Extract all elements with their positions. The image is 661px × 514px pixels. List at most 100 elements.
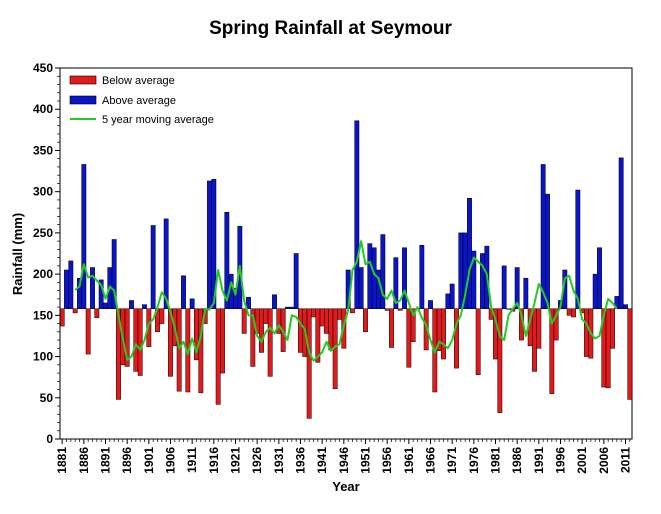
- bar-1960: [402, 247, 407, 309]
- legend-label-average: 5 year moving average: [102, 114, 214, 126]
- bar-1935: [293, 253, 299, 309]
- moving-average-line: [74, 240, 618, 362]
- x-tick-label-1906: 1906: [164, 447, 178, 474]
- legend-swatch-above: [69, 95, 97, 105]
- y-tick-label-200: 200: [33, 267, 53, 281]
- bar-1898: [133, 308, 139, 372]
- y-tick-label-350: 350: [33, 143, 53, 157]
- bar-1915: [207, 180, 212, 309]
- x-tick-label-1911: 1911: [185, 447, 199, 473]
- bar-1966: [428, 300, 433, 309]
- bar-1904: [159, 308, 165, 324]
- bar-1992: [540, 164, 546, 309]
- legend: Below average Above average 5 year movin…: [69, 75, 214, 126]
- bar-1881: [59, 308, 65, 327]
- bar-1991: [536, 308, 542, 349]
- bar-1961: [406, 308, 412, 368]
- bar-1909: [181, 275, 186, 309]
- bar-1888: [90, 267, 95, 309]
- y-tick-label-100: 100: [33, 350, 53, 364]
- x-tick-label-1951: 1951: [359, 447, 373, 474]
- bar-1917: [215, 308, 221, 405]
- bar-1984: [506, 308, 511, 310]
- y-tick-label-150: 150: [33, 308, 53, 322]
- y-tick-label-0: 0: [46, 432, 53, 446]
- bar-1990: [532, 308, 537, 372]
- bar-1884: [72, 308, 78, 314]
- bar-1900: [142, 304, 147, 309]
- bar-1951: [363, 308, 368, 333]
- legend-label-below: Below average: [102, 75, 175, 87]
- x-tick-label-1986: 1986: [510, 447, 524, 474]
- x-tick-label-1931: 1931: [272, 447, 286, 474]
- bar-1982: [497, 308, 503, 413]
- bar-2002: [584, 308, 589, 357]
- bar-1919: [224, 212, 230, 309]
- bar-1955: [380, 234, 386, 309]
- bar-1993: [545, 193, 550, 309]
- bar-1882: [64, 269, 69, 309]
- bar-1929: [267, 308, 273, 377]
- bar-1964: [419, 245, 425, 309]
- x-tick-label-1916: 1916: [207, 447, 221, 474]
- y-tick-label-50: 50: [40, 391, 54, 405]
- bar-1939: [311, 308, 316, 318]
- bar-2012: [627, 308, 633, 400]
- bar-1952: [367, 243, 373, 309]
- bar-1889: [94, 308, 100, 319]
- bar-1927: [259, 308, 264, 353]
- y-ticks-group: 0 50 100 150 200 250 300 350 400 450: [33, 61, 60, 446]
- bar-1901: [146, 308, 152, 347]
- x-tick-label-1991: 1991: [532, 447, 546, 474]
- bar-1897: [129, 300, 134, 309]
- bar-1902: [150, 225, 156, 309]
- x-tick-label-1966: 1966: [424, 447, 438, 474]
- bar-1969: [441, 308, 446, 360]
- x-tick-label-1946: 1946: [337, 447, 351, 474]
- bar-1908: [176, 308, 182, 392]
- y-tick-label-300: 300: [33, 185, 53, 199]
- bar-1999: [571, 308, 576, 318]
- bar-1923: [241, 308, 247, 334]
- bar-2010: [618, 157, 624, 309]
- bar-1971: [449, 283, 455, 309]
- x-tick-label-1891: 1891: [99, 447, 113, 474]
- x-tick-label-1941: 1941: [315, 447, 329, 474]
- bar-1918: [220, 308, 225, 374]
- bar-1972: [454, 308, 459, 369]
- bar-2011: [623, 304, 628, 309]
- x-tick-label-1921: 1921: [229, 447, 243, 474]
- bar-1905: [163, 218, 169, 309]
- bar-1916: [211, 179, 217, 309]
- moving-average-group: [74, 240, 618, 362]
- bar-1988: [523, 277, 529, 309]
- bar-1976: [471, 250, 477, 309]
- legend-swatch-below: [69, 75, 97, 85]
- x-tick-label-1926: 1926: [250, 447, 264, 474]
- bar-1998: [566, 308, 572, 316]
- bar-1995: [553, 308, 559, 341]
- bar-1948: [350, 308, 355, 314]
- bar-1883: [68, 260, 74, 309]
- bar-1930: [272, 294, 277, 309]
- bar-1973: [458, 232, 464, 309]
- bar-1938: [306, 308, 312, 419]
- bar-1928: [263, 308, 269, 324]
- bar-1933: [285, 306, 290, 309]
- bar-1925: [250, 308, 256, 367]
- chart-title: Spring Rainfall at Seymour: [209, 18, 452, 39]
- bar-1940: [315, 308, 321, 363]
- x-tick-label-1886: 1886: [77, 447, 91, 474]
- bar-1962: [410, 308, 416, 342]
- bar-1893: [111, 239, 117, 309]
- bar-1958: [393, 257, 399, 309]
- bar-1936: [298, 308, 303, 353]
- bar-1924: [246, 296, 251, 309]
- bar-1977: [475, 308, 481, 375]
- bar-1911: [189, 298, 195, 309]
- x-tick-label-1901: 1901: [142, 447, 156, 474]
- bar-1970: [445, 293, 451, 309]
- x-tick-label-2011: 2011: [619, 447, 633, 473]
- bar-1959: [397, 308, 403, 311]
